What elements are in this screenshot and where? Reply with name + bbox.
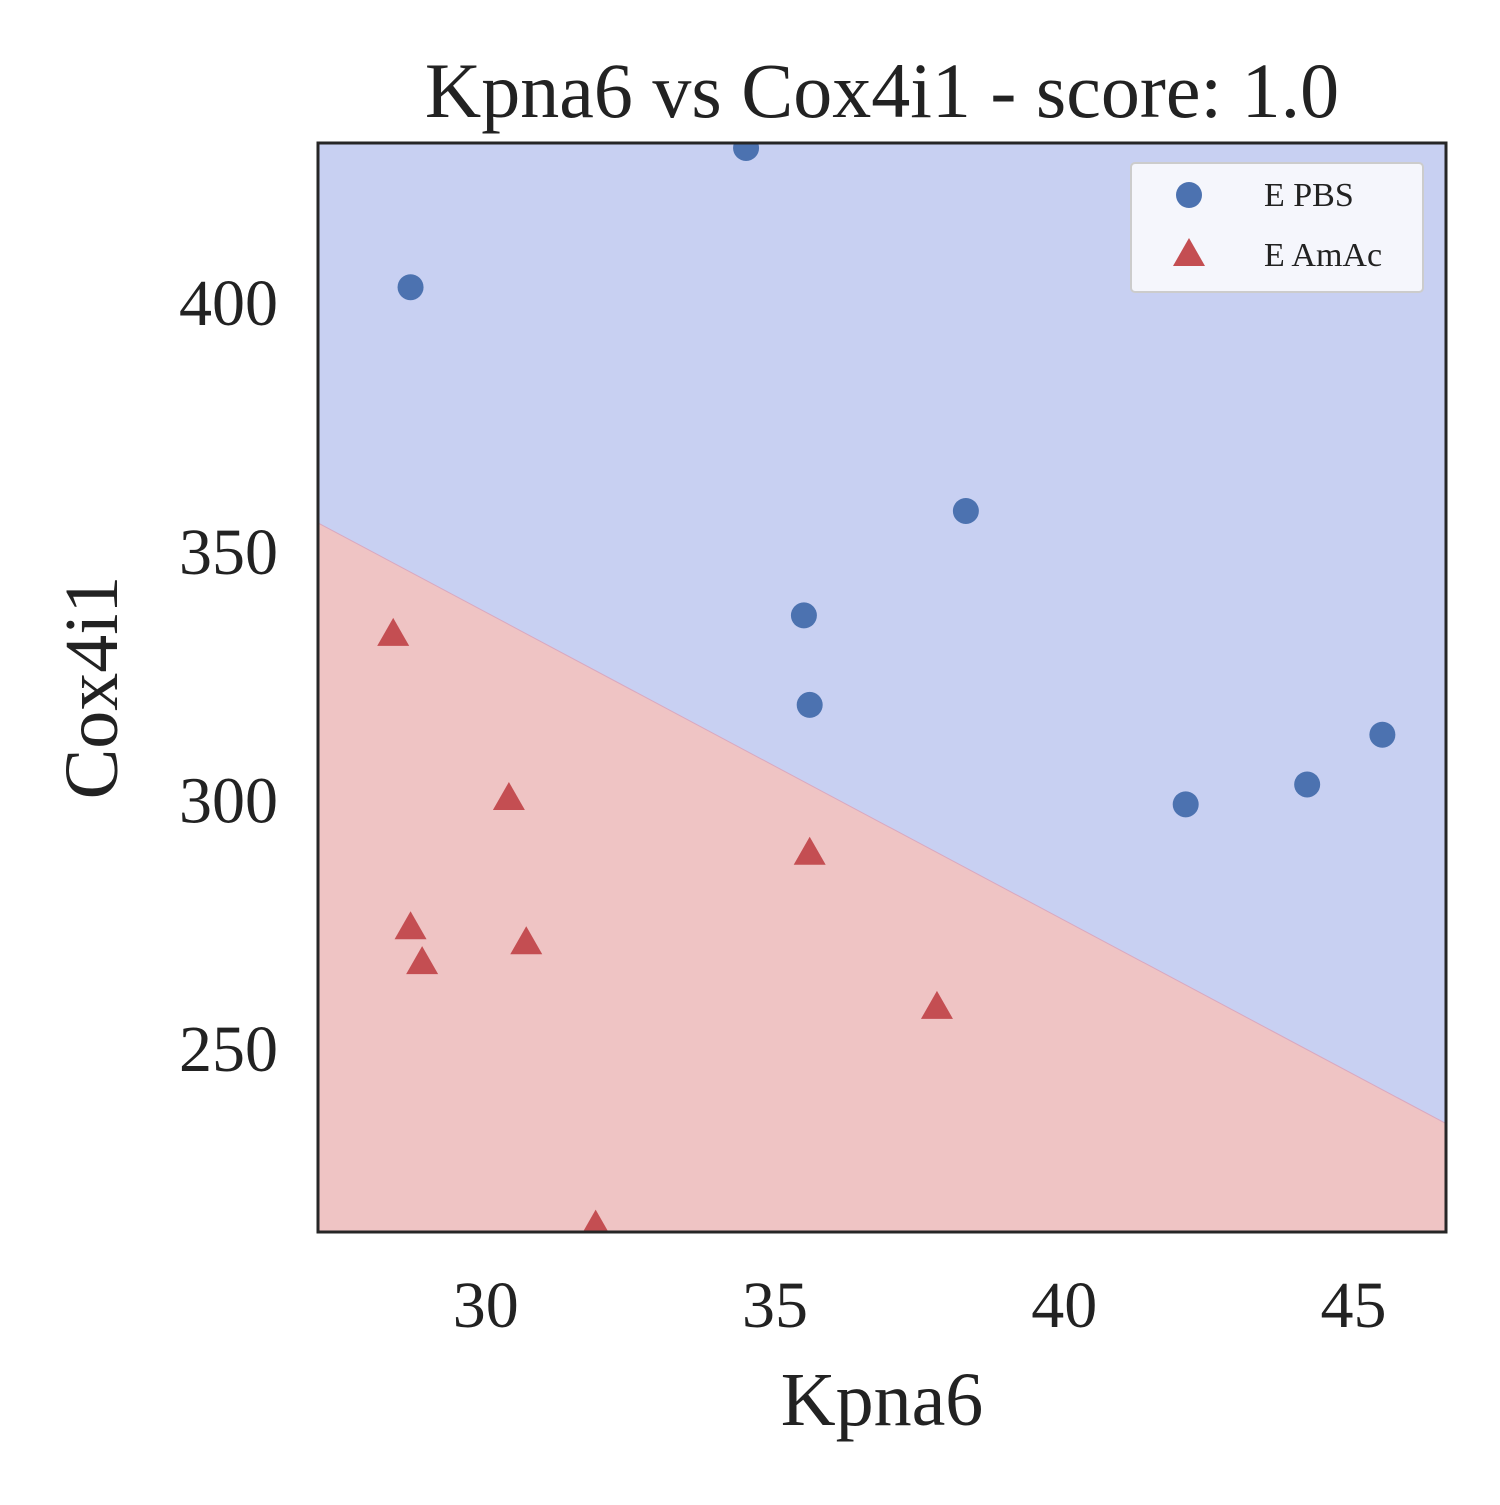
data-point-e-pbs-1 [397, 274, 424, 301]
data-point-e-amac-4 [510, 926, 543, 955]
data-point-e-amac-2 [793, 836, 826, 865]
data-point-e-amac-3 [394, 911, 427, 940]
x-axis-label: Kpna6 [781, 1358, 984, 1442]
legend-marker-triangle [1173, 238, 1205, 266]
y-tick-label-250: 250 [179, 1013, 278, 1086]
data-point-e-amac-0 [377, 617, 410, 646]
data-point-e-pbs-4 [796, 691, 823, 718]
decision-region-e-amac [318, 522, 1446, 1232]
data-point-e-pbs-3 [790, 602, 817, 629]
x-tick-label-45: 45 [1320, 1269, 1386, 1342]
y-tick-label-300: 300 [179, 764, 278, 837]
x-tick-label-40: 40 [1031, 1269, 1097, 1342]
data-point-e-amac-5 [406, 946, 439, 975]
chart-title: Kpna6 vs Cox4i1 - score: 1.0 [425, 47, 1339, 134]
data-point-e-amac-1 [492, 782, 525, 811]
data-point-e-amac-6 [920, 990, 953, 1019]
data-point-e-pbs-2 [952, 497, 979, 524]
data-point-e-amac-7 [582, 1209, 609, 1232]
y-tick-label-350: 350 [179, 516, 278, 589]
decision-boundary [318, 522, 1446, 1125]
decision-region-e-pbs [318, 143, 1446, 1124]
y-axis-label: Cox4i1 [50, 576, 134, 800]
legend: E PBS E AmAc [1130, 162, 1424, 293]
plot-frame [316, 141, 1448, 1234]
plot-area [318, 143, 1446, 1232]
legend-label-e-pbs: E PBS [1264, 177, 1354, 214]
data-point-e-pbs-5 [1369, 721, 1396, 748]
y-tick-label-400: 400 [179, 267, 278, 340]
data-point-e-pbs-0 [733, 143, 760, 161]
legend-label-e-amac: E AmAc [1264, 237, 1382, 274]
x-tick-label-35: 35 [742, 1269, 808, 1342]
legend-marker-circle [1176, 182, 1202, 208]
legend-box [1130, 162, 1424, 293]
x-tick-label-30: 30 [453, 1269, 519, 1342]
data-point-e-pbs-6 [1294, 771, 1321, 798]
data-point-e-pbs-7 [1172, 791, 1199, 818]
